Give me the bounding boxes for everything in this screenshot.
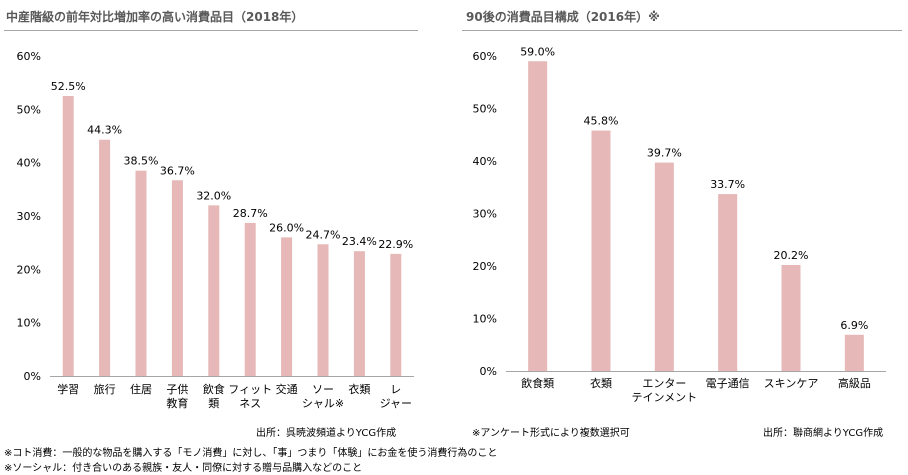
right-category-label: エンター bbox=[642, 377, 686, 390]
left-category-label: レ bbox=[390, 383, 401, 396]
right-data-label: 33.7% bbox=[710, 178, 745, 191]
right-title-rule bbox=[462, 30, 902, 31]
left-category-label: ネス bbox=[239, 397, 261, 410]
right-ytick-label: 50% bbox=[473, 103, 497, 116]
left-bar bbox=[244, 222, 256, 376]
right-ytick-label: 30% bbox=[473, 208, 497, 221]
right-bar bbox=[718, 194, 738, 371]
right-category-label: スキンケア bbox=[764, 377, 819, 390]
right-ytick-label: 20% bbox=[473, 260, 497, 273]
left-data-label: 52.5% bbox=[51, 80, 86, 93]
left-category-label: 旅行 bbox=[94, 382, 116, 396]
left-bar bbox=[135, 170, 147, 376]
left-ytick-label: 20% bbox=[17, 263, 41, 276]
right-ytick-label: 0% bbox=[480, 365, 497, 378]
right-chart-asterisk-note: ※アンケート形式により複数選択可 bbox=[472, 428, 630, 439]
right-chart-source: 出所：聯商網よりYCG作成 bbox=[763, 428, 884, 439]
left-category-label: シャル※ bbox=[302, 397, 344, 410]
left-bar bbox=[317, 244, 329, 376]
left-category-label: フィット bbox=[228, 383, 272, 396]
left-bar bbox=[62, 96, 74, 376]
right-ytick-label: 60% bbox=[473, 50, 497, 63]
right-category-label: 飲食類 bbox=[521, 376, 554, 390]
right-ytick-label: 40% bbox=[473, 155, 497, 168]
right-bar bbox=[781, 264, 801, 371]
left-data-label: 22.9% bbox=[378, 238, 413, 251]
left-ytick-label: 30% bbox=[17, 210, 41, 223]
left-ytick-label: 10% bbox=[17, 317, 41, 330]
left-ytick-label: 60% bbox=[17, 50, 41, 63]
left-category-label: 飲食 bbox=[203, 382, 225, 396]
right-data-label: 59.0% bbox=[520, 45, 555, 58]
left-category-label: 類 bbox=[208, 397, 219, 410]
left-data-label: 36.7% bbox=[160, 164, 195, 177]
right-data-label: 39.7% bbox=[647, 147, 682, 160]
left-data-label: 23.4% bbox=[342, 235, 377, 248]
right-category-label: 高級品 bbox=[838, 376, 871, 390]
right-bar bbox=[654, 162, 674, 371]
right-data-label: 20.2% bbox=[774, 249, 809, 262]
right-chart-title: 90後の消費品目構成（2016年）※ bbox=[466, 10, 660, 24]
right-bar bbox=[844, 334, 864, 371]
left-ytick-label: 40% bbox=[17, 157, 41, 170]
left-ytick-label: 50% bbox=[17, 103, 41, 116]
footnote-social: ※ソーシャル：付き合いのある親族・友人・同僚に対する贈与品購入などのこと bbox=[4, 463, 363, 474]
left-title-rule bbox=[4, 30, 418, 31]
left-category-label: ソー bbox=[312, 383, 334, 396]
left-ytick-label: 0% bbox=[24, 370, 41, 383]
left-bar bbox=[353, 251, 365, 376]
left-data-label: 26.0% bbox=[269, 221, 304, 234]
right-ytick-label: 10% bbox=[473, 313, 497, 326]
left-chart-title: 中産階級の前年対比増加率の高い消費品目（2018年） bbox=[6, 10, 304, 24]
left-chart-source: 出所：呉暁波頻道よりYCG作成 bbox=[256, 428, 397, 439]
left-bar bbox=[390, 253, 402, 376]
left-category-label: 住居 bbox=[130, 382, 152, 396]
right-data-label: 45.8% bbox=[584, 115, 619, 128]
left-category-label: 教育 bbox=[166, 396, 188, 410]
left-bar bbox=[99, 139, 111, 376]
left-category-label: 衣類 bbox=[348, 382, 370, 396]
left-category-label: 学習 bbox=[57, 382, 79, 396]
left-category-label: 交通 bbox=[276, 382, 298, 396]
right-data-label: 6.9% bbox=[840, 319, 868, 332]
right-category-label: テインメント bbox=[631, 391, 697, 404]
right-bar bbox=[591, 130, 611, 371]
left-data-label: 24.7% bbox=[306, 228, 341, 241]
left-bar bbox=[171, 180, 183, 376]
left-bar bbox=[208, 205, 220, 376]
right-category-label: 衣類 bbox=[590, 376, 612, 390]
footnote-koto-consumption: ※コト消費：一般的な物品を購入する「モノ消費」に対し、「事」つまり「体験」にお金… bbox=[4, 448, 498, 459]
left-category-label: ジャー bbox=[380, 397, 412, 410]
left-data-label: 32.0% bbox=[196, 189, 231, 202]
left-category-label: 子供 bbox=[166, 382, 188, 396]
left-bar bbox=[281, 237, 293, 376]
left-data-label: 28.7% bbox=[233, 207, 268, 220]
right-bar bbox=[528, 61, 548, 371]
left-data-label: 44.3% bbox=[87, 124, 122, 137]
right-category-label: 電子通信 bbox=[706, 377, 750, 390]
left-data-label: 38.5% bbox=[124, 155, 159, 168]
